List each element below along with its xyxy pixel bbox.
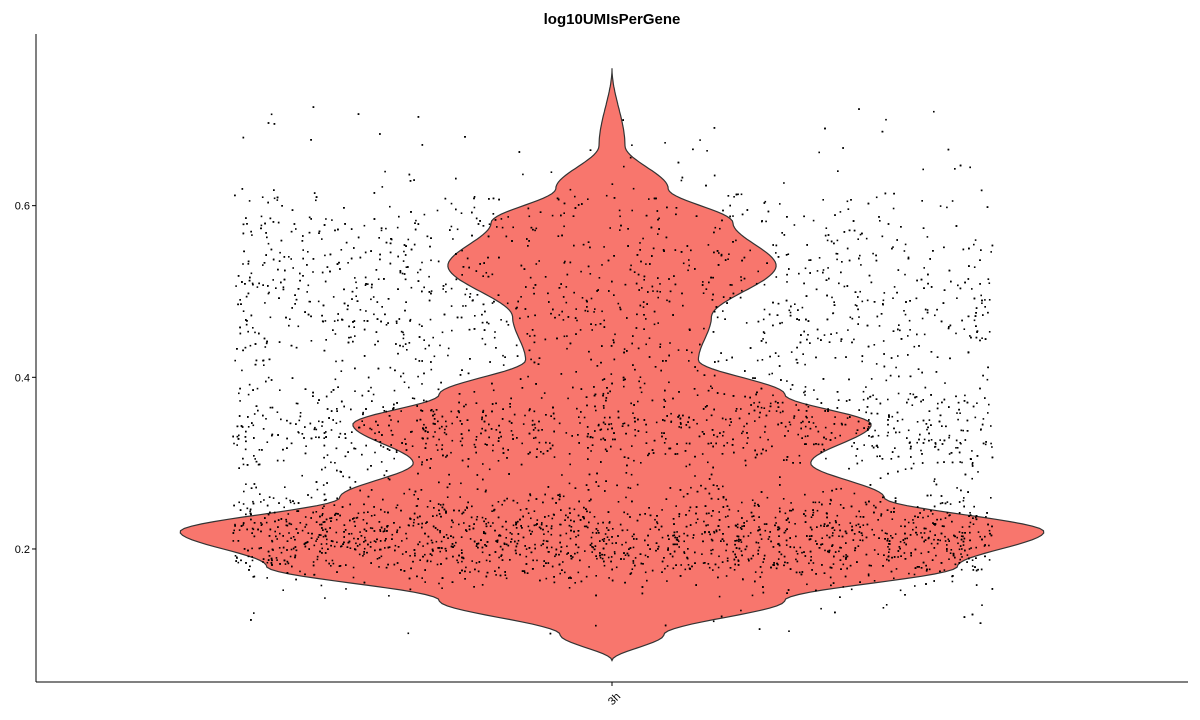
chart-title: log10UMIsPerGene bbox=[544, 11, 681, 28]
y-tick-label: 0.4 bbox=[15, 372, 30, 384]
violin-3h bbox=[179, 68, 1045, 662]
y-tick-label: 0.6 bbox=[15, 201, 30, 213]
jitter-points bbox=[232, 106, 994, 635]
x-tick-label: 3h bbox=[606, 691, 623, 708]
y-axis-ticks: 0.2 0.4 0.6 bbox=[15, 201, 36, 556]
y-tick-label: 0.2 bbox=[15, 544, 30, 556]
x-axis-ticks: 3h bbox=[606, 682, 623, 708]
